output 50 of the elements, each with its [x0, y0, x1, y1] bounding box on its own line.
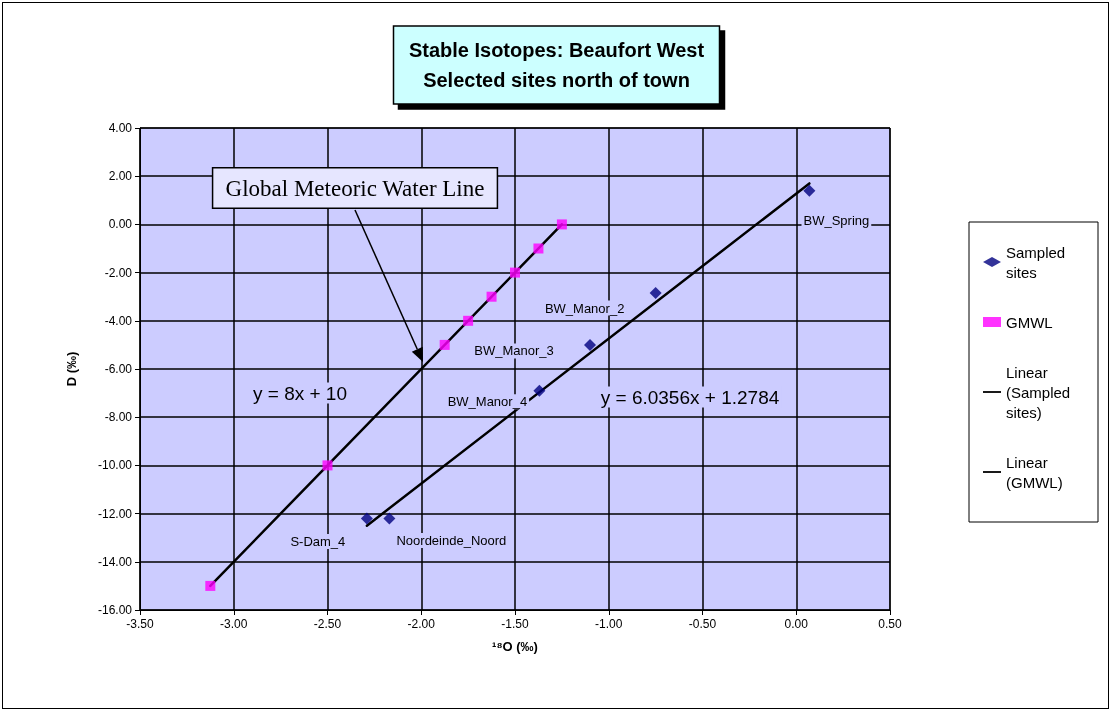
y-tick-label: -10.00	[97, 458, 133, 473]
y-tick-label: 2.00	[108, 169, 133, 184]
legend-label: Linear (GMWL)	[1006, 453, 1063, 491]
annotation: Noordeinde_Noord	[396, 532, 507, 548]
y-axis-title: D (‰)	[64, 351, 79, 387]
point	[584, 338, 596, 351]
annotation: S-Dam_4	[290, 533, 346, 549]
legend-label: Linear (Sampled sites)	[1006, 363, 1075, 421]
x-tick-label: -2.50	[313, 617, 342, 631]
annotation: BW_Manor_4	[447, 394, 528, 410]
x-tick-label: 0.00	[784, 617, 809, 631]
annotation: y = 6.0356x + 1.2784	[600, 386, 780, 408]
point	[383, 512, 396, 525]
y-tick-label: 0.00	[108, 217, 133, 232]
y-tick-label: -8.00	[104, 410, 133, 425]
annotation: Global Meteoric Water Line	[225, 175, 485, 201]
point	[205, 580, 216, 591]
y-tick-label: -14.00	[97, 554, 133, 569]
point	[649, 287, 662, 300]
legend-label: Sampled sites	[1006, 243, 1070, 281]
x-axis-title: ¹⁸O (‰)	[492, 639, 538, 654]
x-tick-label: -3.00	[220, 617, 248, 631]
x-tick-label: -3.50	[126, 617, 154, 631]
point	[803, 184, 816, 197]
point	[322, 460, 333, 471]
chart-title: Stable Isotopes: Beaufort West Selected sites north of town	[408, 39, 705, 91]
y-tick-label: -6.00	[104, 362, 133, 376]
point	[510, 267, 520, 278]
x-tick-label: 0.50	[878, 617, 902, 631]
y-tick-label: -4.00	[104, 313, 133, 328]
y-tick-label: 4.00	[108, 121, 133, 135]
x-tick-label: -1.00	[595, 617, 623, 631]
y-tick-label: -2.00	[104, 265, 133, 280]
point	[439, 339, 450, 350]
legend-label: GMWL	[1006, 313, 1053, 331]
annotation: y = 8x + 10	[252, 382, 348, 404]
point	[533, 384, 546, 397]
point	[486, 291, 497, 302]
point	[463, 315, 474, 326]
y-tick-label: -16.00	[97, 603, 133, 617]
annotation: BW_Manor_2	[544, 300, 625, 316]
x-tick-label: -2.00	[407, 617, 436, 631]
x-tick-label: -0.50	[688, 617, 717, 631]
point	[533, 243, 544, 254]
y-tick-label: -12.00	[97, 506, 133, 521]
x-tick-label: -1.50	[501, 617, 529, 631]
point	[556, 219, 567, 230]
annotation: BW_Spring	[803, 213, 870, 229]
point	[360, 512, 373, 525]
annotation: BW_Manor_3	[474, 343, 554, 359]
